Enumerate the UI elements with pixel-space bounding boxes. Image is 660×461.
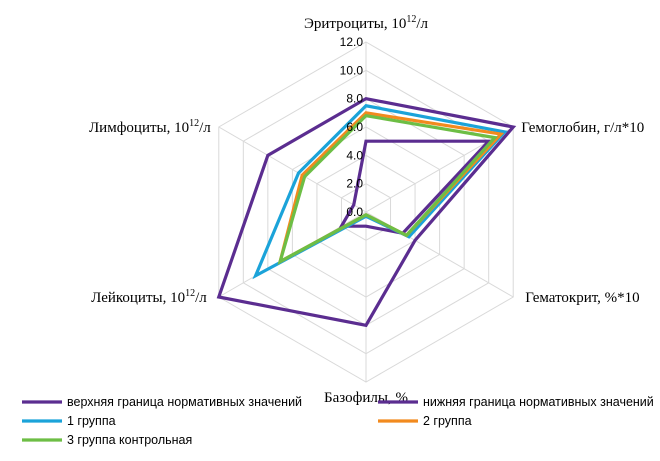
legend-label: 3 группа контрольная [67, 433, 192, 447]
tick-label: 12.0 [340, 35, 364, 49]
radial-tick-labels: 0.0 2.0 4.0 6.0 8.0 10.0 12.0 [340, 35, 364, 219]
legend-label: верхняя граница нормативных значений [67, 395, 302, 409]
tick-label: 2.0 [346, 177, 363, 191]
tick-label: 8.0 [346, 92, 363, 106]
axis-label: Эритроциты, 1012/л [304, 14, 429, 32]
tick-label: 6.0 [346, 120, 363, 134]
axis-label: Лейкоциты, 1012/л [91, 288, 207, 306]
axis-label: Гематокрит, %*10 [525, 290, 639, 306]
series-polygon-1 [216, 96, 517, 328]
radar-grid [218, 41, 514, 383]
radar-series [216, 96, 517, 328]
legend-label: нижняя граница нормативных значений [423, 395, 654, 409]
axis-label: Лимфоциты, 1012/л [89, 118, 211, 136]
tick-label: 10.0 [340, 63, 364, 77]
tick-label: 0.0 [346, 205, 363, 219]
grid-spoke [218, 126, 367, 213]
tick-label: 4.0 [346, 148, 363, 162]
series-polygon-3 [252, 104, 508, 280]
axis-label: Гемоглобин, г/л*10 [521, 120, 644, 136]
series-polygon-4 [277, 111, 505, 265]
legend-label: 2 группа [423, 414, 472, 428]
legend-label: 1 группа [67, 414, 116, 428]
legend: верхняя граница нормативных значений нижн… [22, 395, 654, 447]
series-polygon-5 [277, 113, 498, 265]
axis-labels: Эритроциты, 1012/л Гемоглобин, г/л*10 Гема… [89, 14, 644, 406]
series-polygon-2 [338, 139, 493, 235]
